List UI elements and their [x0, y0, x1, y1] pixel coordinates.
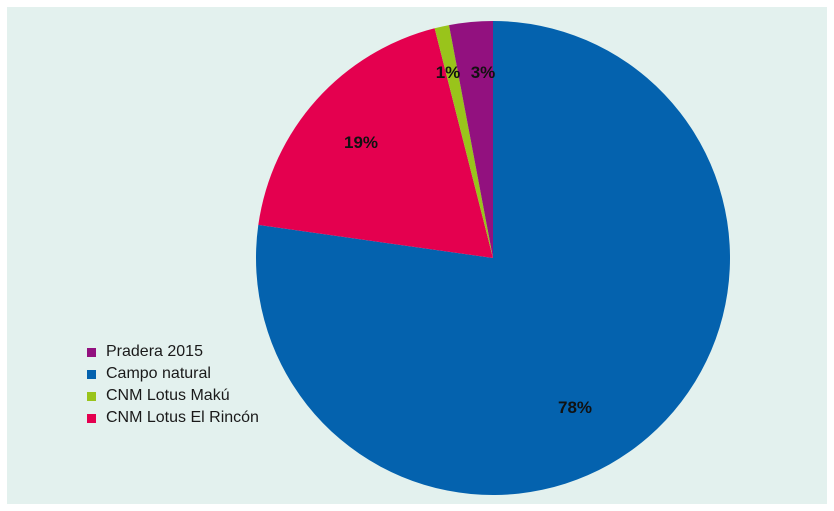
legend-label: Campo natural: [106, 365, 211, 382]
pie-slice-cnm-lotus-el-rinc-n: [258, 28, 493, 259]
data-label: 78%: [558, 398, 592, 417]
legend-swatch: [87, 347, 96, 357]
legend-label: CNM Lotus Makú: [106, 387, 230, 404]
legend-label: CNM Lotus El Rincón: [106, 409, 259, 426]
legend: Pradera 2015 Campo natural CNM Lotus Mak…: [87, 341, 259, 429]
pie-slice-cnm-lotus-mak-: [434, 25, 493, 258]
pie-slice-pradera-2015: [449, 21, 493, 258]
legend-swatch: [87, 369, 96, 379]
legend-item-campo-natural: Campo natural: [87, 363, 259, 385]
data-label: 3%: [471, 63, 496, 82]
legend-item-cnm-lotus-maku: CNM Lotus Makú: [87, 385, 259, 407]
data-label: 19%: [344, 133, 378, 152]
pie-chart: 78% 19% 1% 3% Pradera 2015 Campo natural CN…: [7, 7, 827, 504]
data-label: 1%: [436, 63, 461, 82]
legend-item-cnm-lotus-el-rincon: CNM Lotus El Rincón: [87, 407, 259, 429]
legend-label: Pradera 2015: [106, 343, 203, 360]
legend-item-pradera-2015: Pradera 2015: [87, 341, 259, 363]
legend-swatch: [87, 413, 96, 423]
legend-swatch: [87, 391, 96, 401]
pie-chart-canvas: 78% 19% 1% 3%: [256, 21, 730, 495]
